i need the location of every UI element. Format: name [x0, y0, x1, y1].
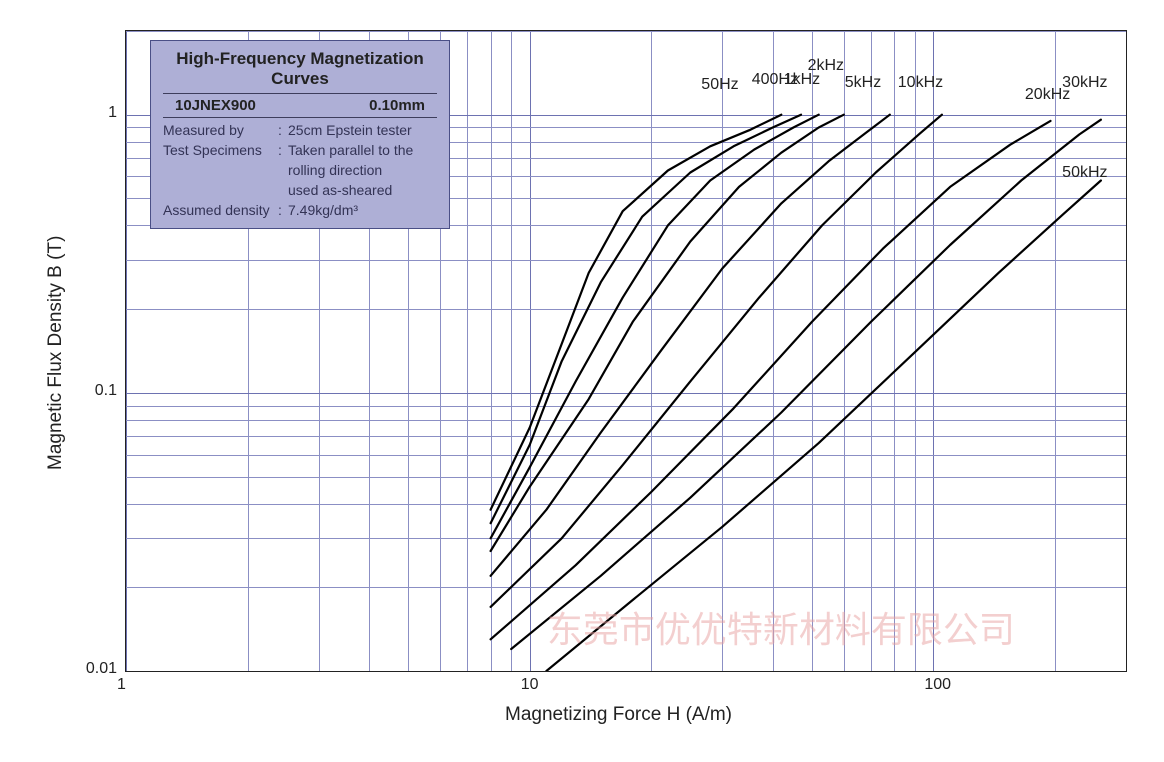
info-row-key: Measured by: [163, 122, 278, 138]
info-box-row: Test Specimens: Taken parallel to the: [163, 138, 437, 158]
x-tick-label: 100: [924, 676, 951, 694]
series-label: 2kHz: [808, 57, 844, 75]
series-curve: [491, 115, 782, 510]
series-curve: [511, 120, 1101, 649]
info-box-row: Measured by: 25cm Epstein tester: [163, 118, 437, 138]
info-row-key: Assumed density: [163, 202, 278, 218]
series-curve: [546, 181, 1101, 672]
product-code: 10JNEX900: [175, 97, 256, 114]
info-box-row: Assumed density: 7.49kg/dm³: [163, 198, 437, 218]
x-tick-label: 1: [117, 676, 126, 694]
series-curve: [491, 115, 819, 539]
info-box-row: : used as-sheared: [163, 178, 437, 198]
y-tick-label: 0.01: [86, 660, 117, 678]
info-row-key: Test Specimens: [163, 142, 278, 158]
series-curve: [491, 115, 890, 576]
info-row-value: 25cm Epstein tester: [288, 122, 437, 138]
series-curve: [491, 115, 844, 551]
info-row-value: rolling direction: [288, 162, 437, 178]
series-label: 50kHz: [1062, 164, 1107, 182]
info-box-rows: Measured by: 25cm Epstein testerTest Spe…: [163, 118, 437, 218]
info-box: High-Frequency Magnetization Curves 10JN…: [150, 40, 450, 229]
watermark-text: 东莞市优优特新材料有限公司: [547, 601, 1015, 653]
grid-line-h: [126, 671, 1126, 672]
info-row-sep: :: [278, 202, 288, 218]
info-box-row: : rolling direction: [163, 158, 437, 178]
product-thickness: 0.10mm: [369, 97, 425, 114]
page-root: Magnetic Flux Density B (T) Magnetizing …: [0, 0, 1164, 762]
info-row-key: [163, 162, 278, 178]
grid-line-v: [1126, 31, 1127, 671]
info-row-value: 7.49kg/dm³: [288, 202, 437, 218]
info-row-value: Taken parallel to the: [288, 142, 437, 158]
series-label: 10kHz: [898, 74, 943, 92]
info-row-value: used as-sheared: [288, 182, 437, 198]
y-tick-label: 0.1: [95, 382, 117, 400]
series-curve: [491, 115, 801, 524]
info-box-title: High-Frequency Magnetization Curves: [163, 49, 437, 94]
series-curve: [491, 121, 1051, 639]
series-label: 50Hz: [701, 76, 738, 94]
info-row-key: [163, 182, 278, 198]
x-axis-title: Magnetizing Force H (A/m): [505, 704, 732, 726]
y-axis-title: Magnetic Flux Density B (T): [45, 236, 67, 470]
series-label: 5kHz: [845, 74, 881, 92]
info-box-product-row: 10JNEX900 0.10mm: [163, 94, 437, 118]
info-row-sep: :: [278, 142, 288, 158]
info-row-sep: :: [278, 122, 288, 138]
x-tick-label: 10: [521, 676, 539, 694]
series-label: 30kHz: [1062, 74, 1107, 92]
y-tick-label: 1: [108, 104, 117, 122]
